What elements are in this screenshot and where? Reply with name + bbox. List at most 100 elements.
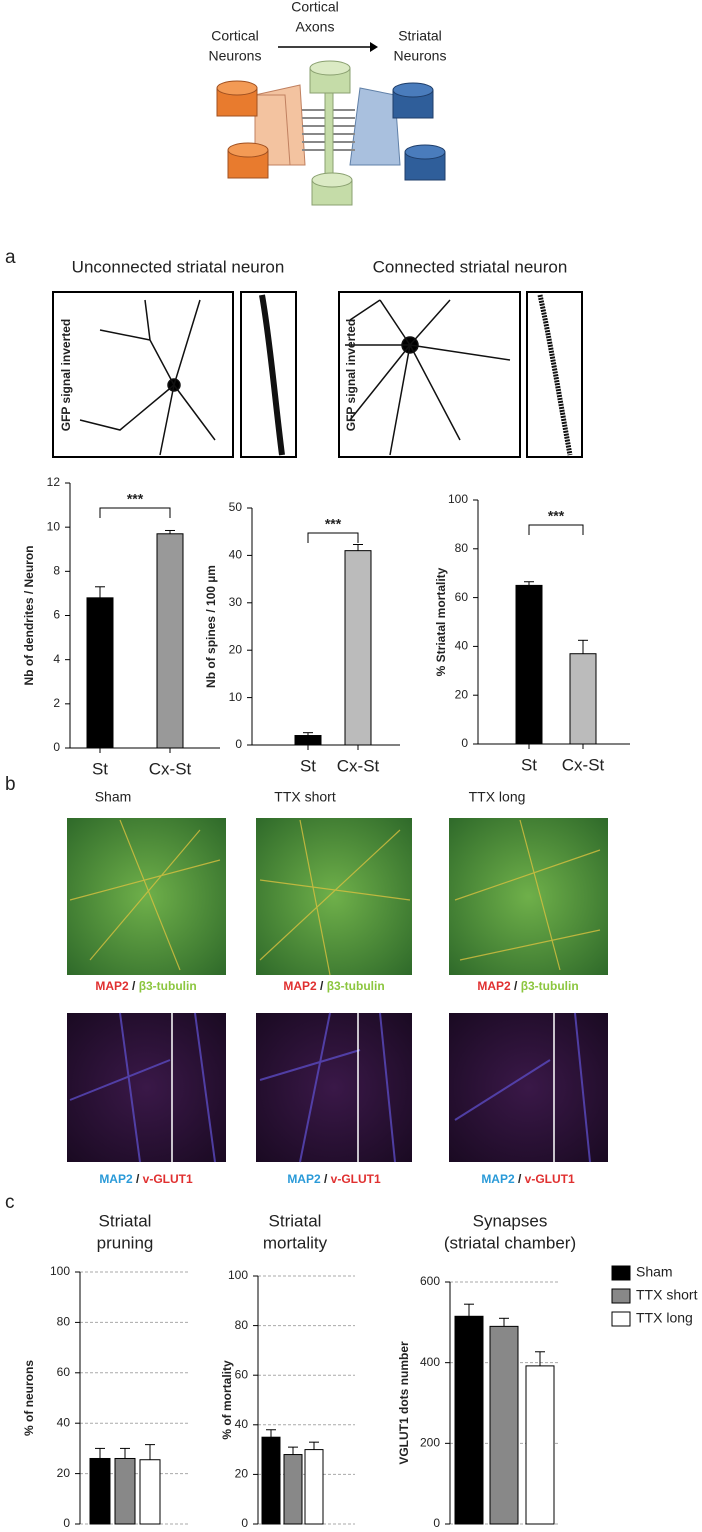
y-tick-label: 30 [229, 595, 243, 609]
bar [86, 597, 114, 749]
bar [261, 1436, 281, 1525]
stain-b: β3-tubulin [521, 979, 579, 993]
legend-label: TTX long [636, 1310, 693, 1326]
x-tick-label: Cx-St [149, 759, 192, 778]
bar [515, 584, 543, 745]
stain-sep: / [317, 979, 327, 993]
x-tick-label: St [92, 759, 108, 778]
diagram-label: Neurons [394, 48, 447, 64]
chart-title: Striatal [99, 1211, 152, 1230]
stain-sep: / [321, 1172, 331, 1186]
chart-title: Striatal [269, 1211, 322, 1230]
y-axis-label: Nb of spines / 100 µm [204, 565, 218, 688]
y-tick-label: 100 [50, 1264, 70, 1278]
stain-a: MAP2 [477, 979, 511, 993]
neuron-drawing [79, 294, 573, 456]
y-tick-label: 6 [53, 608, 60, 622]
y-tick-label: 100 [228, 1268, 248, 1282]
y-tick-label: 40 [229, 548, 243, 562]
bar [89, 1457, 111, 1525]
y-tick-label: 0 [235, 737, 242, 751]
diagram-label: Neurons [209, 48, 262, 64]
y-tick-label: 400 [420, 1355, 440, 1369]
stain-label: MAP2 / β3-tubulin [95, 979, 196, 993]
bar [294, 735, 322, 746]
bar [454, 1315, 484, 1525]
bar [114, 1457, 136, 1525]
significance-label: *** [325, 516, 342, 532]
y-tick-label: 50 [229, 500, 243, 514]
y-tick-label: 60 [235, 1367, 249, 1381]
stain-sep: / [129, 979, 139, 993]
bar-chart: 0 20 40 60 80 100 % of mortality Striatal mortal… [220, 1211, 355, 1530]
y-tick-label: 2 [53, 696, 60, 710]
y-tick-label: 8 [53, 564, 60, 578]
y-tick-label: 10 [229, 690, 243, 704]
stain-a: MAP2 [99, 1172, 133, 1186]
image-title: Unconnected striatal neuron [72, 257, 285, 276]
wells [216, 60, 446, 206]
bar [569, 653, 597, 745]
y-tick-label: 600 [420, 1274, 440, 1288]
y-tick-label: 40 [455, 639, 469, 653]
stain-label: MAP2 / v-GLUT1 [99, 1172, 193, 1186]
stain-label: MAP2 / β3-tubulin [283, 979, 384, 993]
stain-a: MAP2 [95, 979, 129, 993]
channel [254, 84, 306, 166]
stain-sep: / [515, 1172, 525, 1186]
x-tick-label: Cx-St [562, 755, 605, 774]
chart-title: mortality [263, 1233, 328, 1252]
chart-title: (striatal chamber) [444, 1233, 576, 1252]
significance-bracket [528, 524, 584, 535]
bar [304, 1449, 324, 1525]
condition-title: Sham [95, 789, 132, 805]
stain-b: β3-tubulin [139, 979, 197, 993]
legend-label: Sham [636, 1264, 673, 1280]
stain-sep: / [511, 979, 521, 993]
y-tick-label: 12 [47, 475, 61, 489]
image-title: Connected striatal neuron [373, 257, 568, 276]
arrow-head [370, 42, 378, 52]
chart-title: pruning [97, 1233, 154, 1252]
bar-chart: 0 20 40 60 80 100 % of neurons Striatal pruning [22, 1211, 190, 1530]
significance-label: *** [127, 491, 144, 507]
stain-a: MAP2 [287, 1172, 321, 1186]
bar [139, 1459, 161, 1525]
y-tick-label: 20 [235, 1467, 249, 1481]
stain-label: MAP2 / v-GLUT1 [287, 1172, 381, 1186]
y-axis-label: % of neurons [22, 1360, 36, 1436]
y-tick-label: 0 [461, 736, 468, 750]
stain-a: MAP2 [481, 1172, 515, 1186]
y-tick-label: 80 [455, 541, 469, 555]
chart-title: Synapses [473, 1211, 548, 1230]
channel [349, 87, 401, 166]
condition-title: TTX long [469, 789, 526, 805]
diagram-label: Striatal [398, 28, 442, 44]
stain-label: MAP2 / v-GLUT1 [481, 1172, 575, 1186]
charts: 0 2 4 6 8 10 12 Nb of dendrites / Neuron St Cx-St… [22, 475, 697, 1530]
diagram-label: Axons [296, 19, 335, 35]
x-tick-label: St [521, 755, 537, 774]
y-tick-label: 20 [57, 1466, 71, 1480]
bar-chart: 0 20 40 60 80 100 % Striatal mortality St Cx-St *… [434, 492, 630, 774]
condition-title: TTX short [274, 789, 336, 805]
diagram-label: Cortical [211, 28, 258, 44]
y-tick-label: 10 [47, 519, 61, 533]
stain-label: MAP2 / β3-tubulin [477, 979, 578, 993]
image-label: GFP signal inverted [59, 319, 73, 431]
y-tick-label: 60 [57, 1365, 71, 1379]
y-tick-label: 40 [235, 1417, 249, 1431]
gfp-images [52, 291, 583, 458]
significance-bracket [307, 532, 359, 543]
panel-label: a [5, 247, 16, 268]
y-tick-label: 200 [420, 1436, 440, 1450]
y-tick-label: 0 [433, 1516, 440, 1530]
bar-chart: 0 2 4 6 8 10 12 Nb of dendrites / Neuron St Cx-St… [22, 475, 220, 778]
bar [283, 1454, 303, 1525]
legend-swatch [611, 1265, 631, 1281]
stain-b: β3-tubulin [327, 979, 385, 993]
diagram-label: Cortical [291, 0, 338, 15]
y-axis-label: Nb of dendrites / Neuron [22, 545, 36, 685]
y-tick-label: 100 [448, 492, 468, 506]
